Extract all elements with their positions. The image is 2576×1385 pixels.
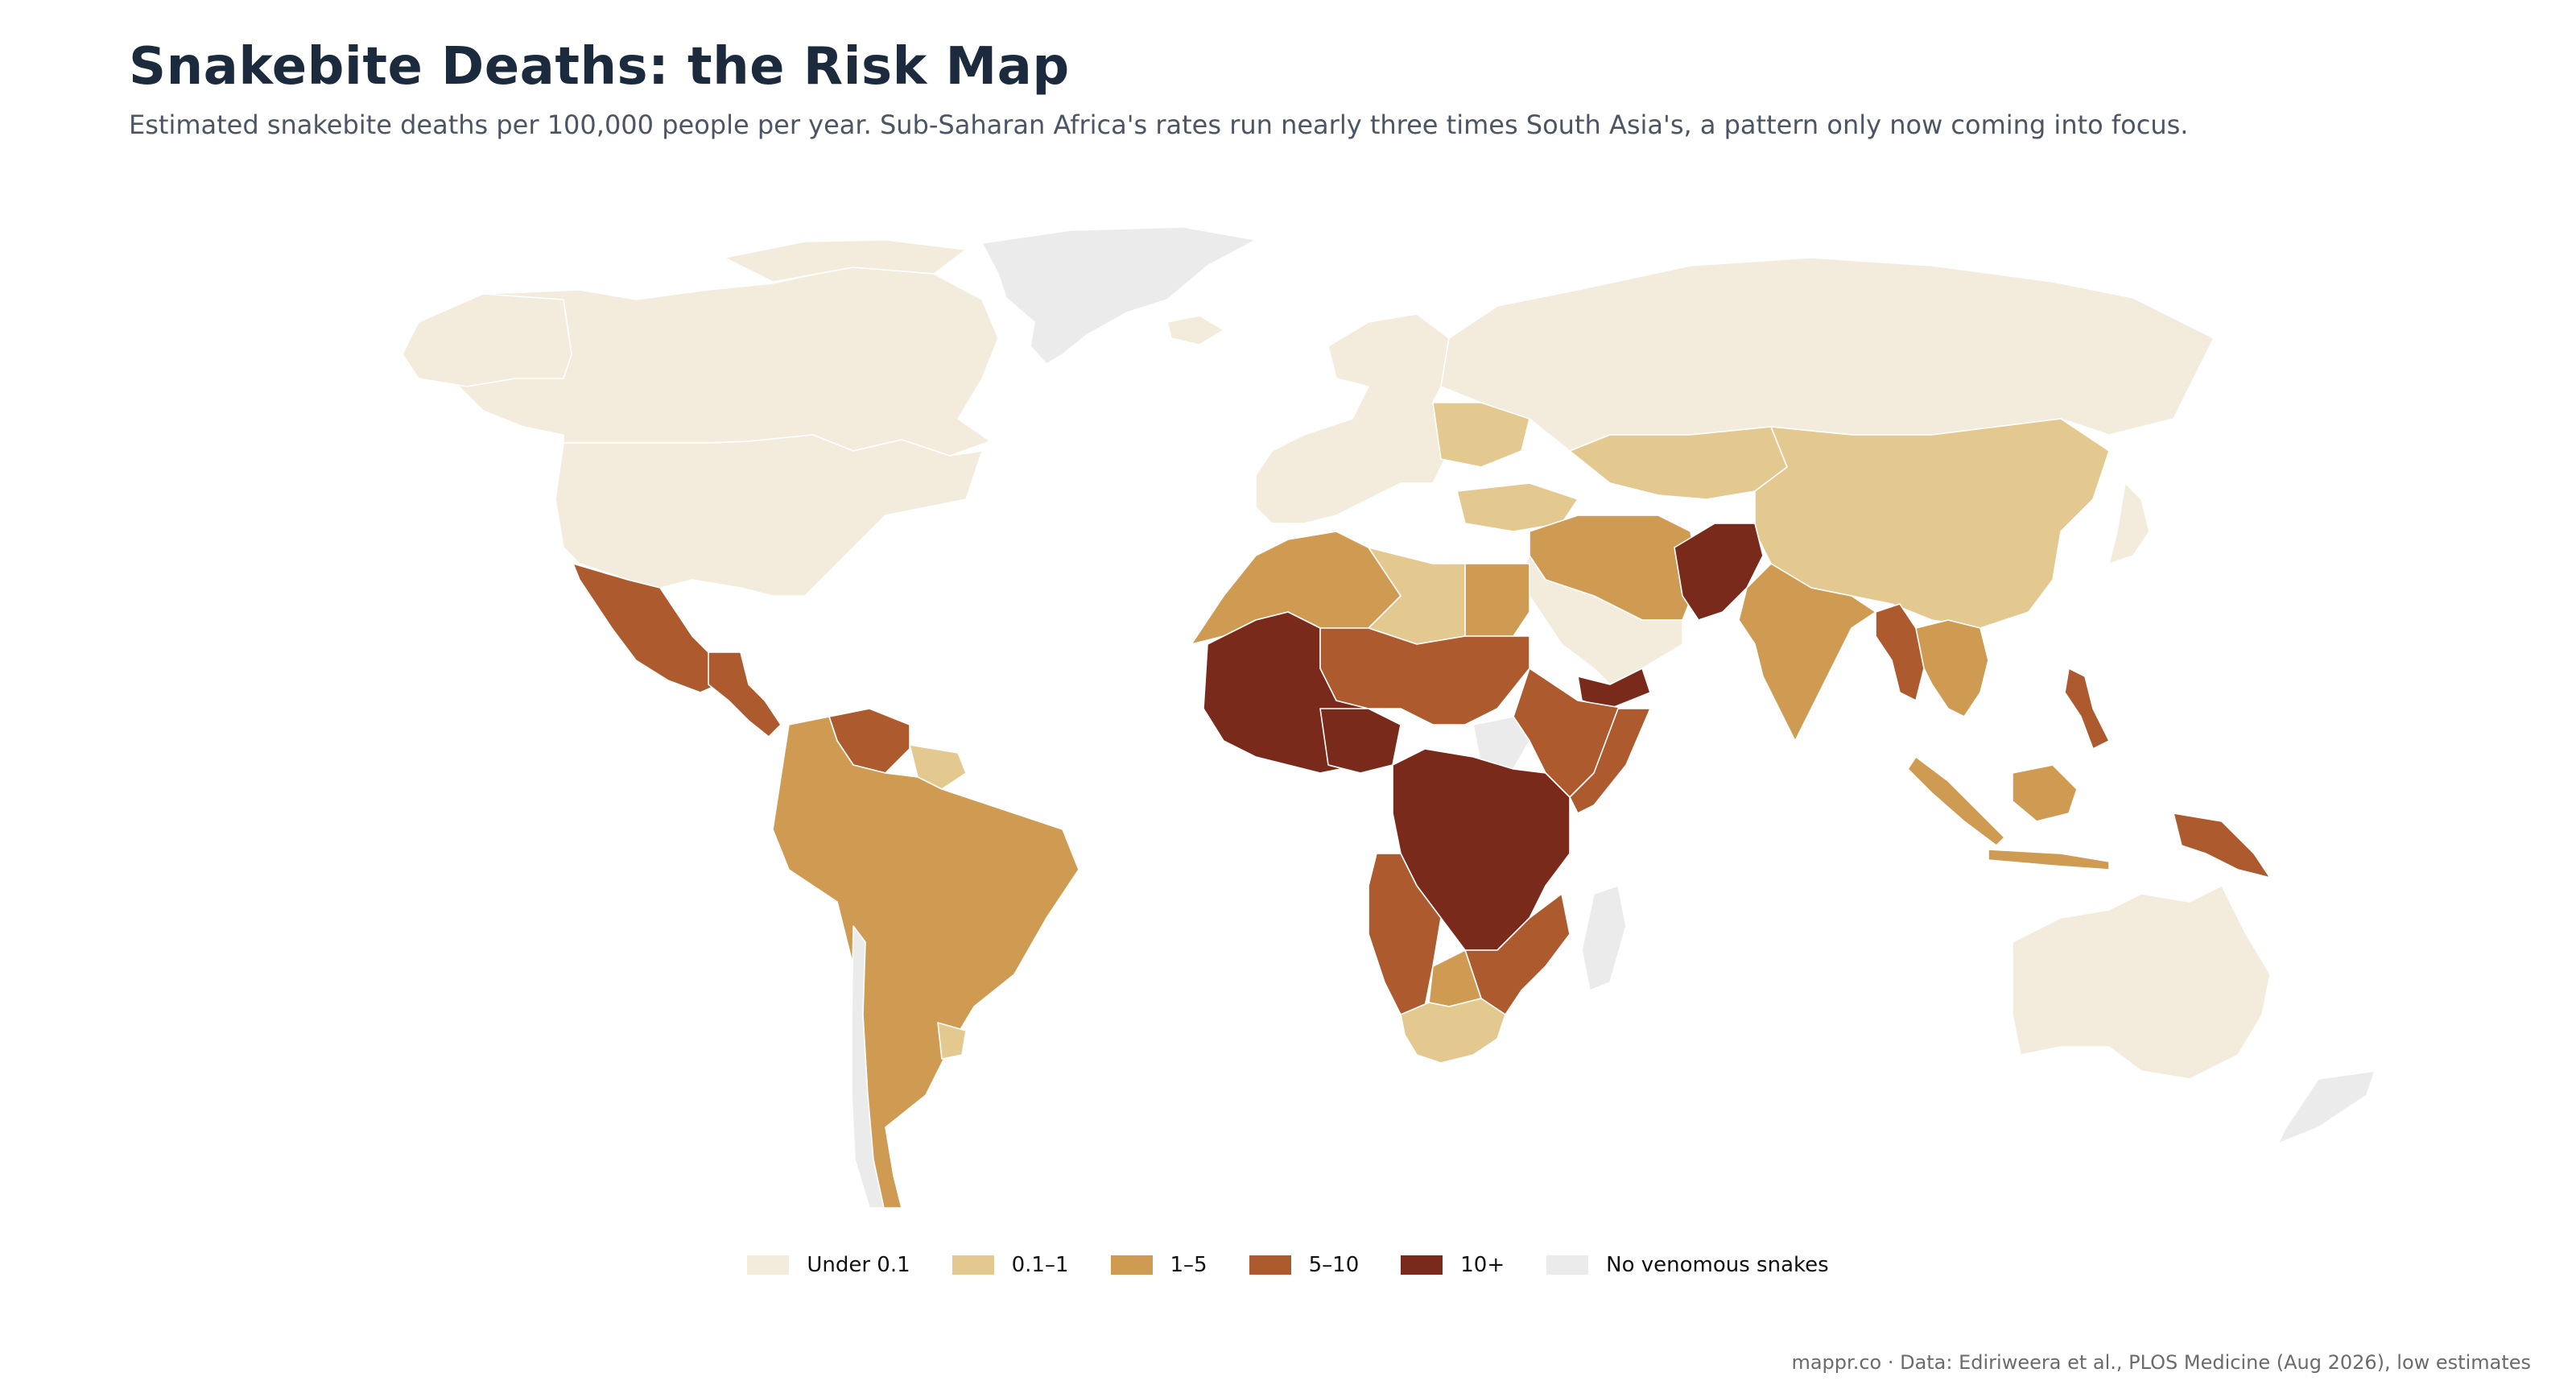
region-south-africa	[1400, 998, 1506, 1064]
legend-item-10-plus: 10+	[1401, 1253, 1505, 1277]
region-alaska	[402, 293, 572, 387]
region-south-america	[772, 716, 1080, 1209]
legend-item-1-5: 1–5	[1110, 1253, 1208, 1277]
source-credit: mappr.co · Data: Ediriweera et al., PLOS…	[1791, 1351, 2531, 1374]
region-png	[2173, 812, 2271, 879]
region-nigeria	[1319, 708, 1402, 774]
region-india	[1738, 563, 1876, 742]
legend-swatch	[1249, 1255, 1291, 1275]
region-central-asia	[1569, 426, 1788, 500]
region-egypt	[1464, 563, 1530, 637]
region-central-america	[708, 651, 782, 738]
region-yemen	[1577, 668, 1651, 709]
legend-item-0-1-1: 0.1–1	[952, 1253, 1069, 1277]
region-australia	[2012, 885, 2271, 1080]
legend-item-5-10: 5–10	[1249, 1253, 1360, 1277]
legend-item-under-0-1: Under 0.1	[747, 1253, 910, 1277]
region-sahel	[1319, 627, 1530, 726]
legend-label: 10+	[1460, 1253, 1505, 1277]
legend-swatch	[1401, 1255, 1443, 1275]
region-madagascar	[1581, 885, 1627, 991]
region-usa	[555, 434, 983, 597]
legend: Under 0.1 0.1–1 1–5 5–10 10+ No venomous…	[0, 1253, 2576, 1277]
region-guianas	[909, 744, 967, 790]
legend-swatch	[952, 1255, 994, 1275]
region-borneo	[2012, 764, 2078, 822]
region-chile	[851, 925, 885, 1209]
legend-label: 0.1–1	[1011, 1253, 1069, 1277]
legend-label: 5–10	[1308, 1253, 1360, 1277]
legend-swatch	[1110, 1255, 1153, 1275]
region-russia	[1440, 257, 2215, 452]
region-se-asia	[1915, 619, 1989, 717]
region-europe	[1255, 313, 1450, 524]
legend-swatch	[1546, 1255, 1589, 1275]
region-japan	[2108, 482, 2150, 564]
region-canada-arctic	[724, 239, 967, 283]
region-indonesia-west	[1907, 756, 2005, 846]
region-uruguay	[937, 1022, 967, 1060]
region-philippines	[2064, 668, 2110, 750]
legend-swatch	[747, 1255, 790, 1275]
map-subtitle: Estimated snakebite deaths per 100,000 p…	[129, 110, 2189, 140]
region-java	[1988, 849, 2110, 870]
legend-label: Under 0.1	[807, 1253, 910, 1277]
region-new-zealand	[2277, 1070, 2376, 1144]
map-title: Snakebite Deaths: the Risk Map	[129, 37, 1070, 97]
legend-label: No venomous snakes	[1606, 1253, 1829, 1277]
region-somalia	[1569, 708, 1651, 814]
legend-label: 1–5	[1170, 1253, 1208, 1277]
region-myanmar	[1875, 603, 1925, 701]
legend-item-no-venomous-snakes: No venomous snakes	[1546, 1253, 1829, 1277]
region-iceland	[1166, 315, 1224, 345]
region-greenland	[981, 226, 1257, 365]
